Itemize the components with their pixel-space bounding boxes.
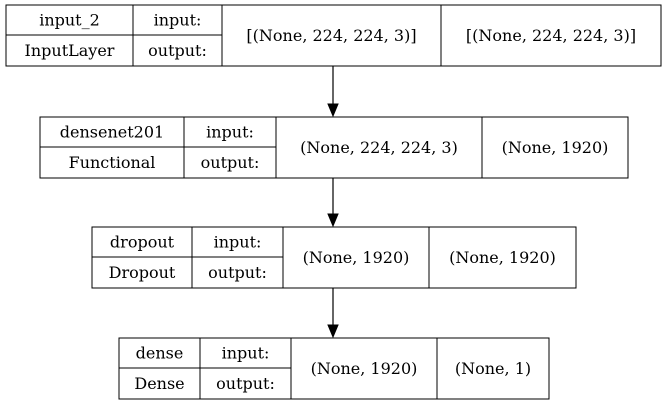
node-input-2: input_2 InputLayer input: output: [(None…	[5, 4, 662, 67]
layer-type-cell	[91, 256, 193, 289]
input-label: input:	[154, 11, 202, 30]
output-label: output:	[216, 374, 275, 393]
arrow-head-icon	[327, 213, 339, 228]
output-shape: (None, 1920)	[502, 138, 609, 157]
output-label-cell	[199, 367, 292, 400]
input-shape-cell	[290, 337, 438, 400]
node-dropout: dropout Dropout input: output: (None, 19…	[91, 226, 577, 289]
edge-input-2-to-densenet201	[327, 66, 339, 118]
node-dense: dense Dense input: output: (None, 1920) …	[118, 337, 550, 400]
output-label-cell	[183, 146, 277, 179]
arrow-head-icon	[327, 324, 339, 339]
layer-type: Dropout	[109, 263, 176, 282]
layer-type: Dense	[134, 374, 184, 393]
layer-name: dropout	[110, 233, 175, 252]
output-label: output:	[201, 153, 260, 172]
input-shape: (None, 224, 224, 3)	[300, 138, 458, 157]
input-label-cell	[191, 226, 284, 258]
layer-type: InputLayer	[25, 41, 115, 60]
arrow-head-icon	[327, 103, 339, 118]
layer-name-cell	[5, 4, 134, 36]
edge-densenet201-to-dropout	[327, 178, 339, 228]
output-shape-cell	[436, 337, 550, 400]
input-shape: [(None, 224, 224, 3)]	[246, 26, 416, 45]
input-shape: (None, 1920)	[303, 248, 410, 267]
output-shape: (None, 1920)	[449, 248, 556, 267]
layer-name: input_2	[39, 11, 100, 30]
input-label: input:	[206, 123, 254, 142]
output-label-cell	[191, 256, 284, 289]
output-shape-cell	[440, 4, 662, 67]
layer-type: Functional	[69, 153, 156, 172]
input-label: input:	[214, 233, 262, 252]
output-shape: [(None, 224, 224, 3)]	[466, 26, 636, 45]
layer-name: dense	[136, 344, 184, 363]
output-shape-cell	[428, 226, 577, 289]
output-shape: (None, 1)	[455, 359, 531, 378]
layer-type-cell	[5, 34, 134, 67]
input-label-cell	[199, 337, 292, 369]
layer-name: densenet201	[60, 123, 164, 142]
input-shape: (None, 1920)	[311, 359, 418, 378]
layer-name-cell	[118, 337, 201, 369]
output-label: output:	[148, 41, 207, 60]
input-label-cell	[183, 116, 277, 148]
output-label: output:	[208, 263, 267, 282]
node-densenet201: densenet201 Functional input: output: (N…	[39, 116, 629, 179]
input-shape-cell	[275, 116, 483, 179]
output-shape-cell	[481, 116, 629, 179]
input-shape-cell	[282, 226, 430, 289]
input-label: input:	[222, 344, 270, 363]
edge-dropout-to-dense	[327, 288, 339, 339]
input-shape-cell	[221, 4, 442, 67]
